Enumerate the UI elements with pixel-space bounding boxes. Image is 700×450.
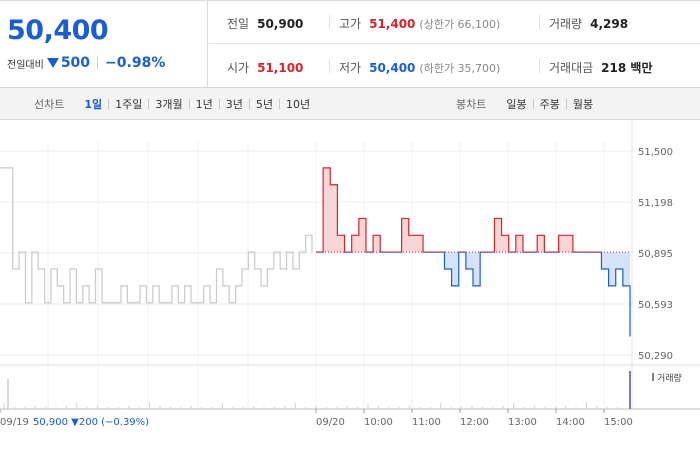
period-3m[interactable]: 3개월 <box>155 98 183 111</box>
trade-value: 218 백만 <box>601 61 653 75</box>
stat-low: 저가 50,400 (하한가 35,700) <box>339 59 500 76</box>
y-tick-label: 51,198 <box>638 198 673 209</box>
today-down-line <box>316 252 631 337</box>
x-tick-label: 14:00 <box>556 417 585 428</box>
low-label: 저가 <box>339 61 362 75</box>
x-tick-label: 15:00 <box>604 417 633 428</box>
divider <box>188 99 190 109</box>
current-price: 50,400 <box>7 15 109 46</box>
volume-value: 4,298 <box>590 16 629 31</box>
candle-daily[interactable]: 일봉 <box>506 98 527 111</box>
high-value: 51,400 <box>369 16 416 31</box>
current-price-box: 50,400 전일대비 500 −0.98% <box>0 1 208 88</box>
x-tick-label: 12:00 <box>460 417 489 428</box>
price-chart-svg: 51,500 51,198 50,895 50,593 50,290 거래량 09/19 09… <box>0 121 700 428</box>
period-1w[interactable]: 1주일 <box>115 98 143 111</box>
prev-close-value: 50,900 <box>257 16 304 31</box>
stat-row-2: 시가 51,100 저가 50,400 (하한가 35,700) 거래대금 21… <box>209 45 700 88</box>
change-row: 전일대비 500 −0.98% <box>7 55 165 71</box>
divider <box>329 59 330 73</box>
divider <box>218 99 220 109</box>
period-10y[interactable]: 10년 <box>286 98 311 111</box>
today-up-line <box>316 167 603 253</box>
change-amount: 500 <box>60 55 91 71</box>
chart-toolbar: 선차트 1일 1주일 3개월 1년 3년 5년 10년 봉차트 일봉 주봉 월봉 <box>0 88 700 120</box>
divider <box>279 99 281 109</box>
lower-limit: (하한가 35,700) <box>419 61 501 75</box>
x-tick-label: 13:00 <box>508 417 537 428</box>
x-tick-label: 11:00 <box>412 417 441 428</box>
quote-stats: 전일 50,900 고가 51,400 (상한가 66,100) 거래량 4,2… <box>209 1 700 88</box>
divider <box>565 99 567 109</box>
candle-weekly[interactable]: 주봉 <box>539 98 560 111</box>
today-down-area <box>444 252 630 337</box>
volume-label: 거래량 <box>549 17 583 31</box>
y-tick-label: 50,290 <box>638 351 673 362</box>
divider <box>108 99 110 109</box>
upper-limit: (상한가 66,100) <box>419 17 501 31</box>
period-3y[interactable]: 3년 <box>225 98 243 111</box>
open-value: 51,100 <box>257 60 304 75</box>
x-tick-label: 09/19 <box>0 417 29 428</box>
volume-legend-swatch <box>652 373 654 381</box>
candle-chart-label: 봉차트 <box>456 98 487 111</box>
low-value: 50,400 <box>369 60 416 75</box>
change-rate: −0.98% <box>105 55 166 71</box>
period-1y[interactable]: 1년 <box>195 98 213 111</box>
stock-quote-panel: 50,400 전일대비 500 −0.98% 전일 50,900 고가 51,4… <box>0 0 700 88</box>
divider <box>97 57 99 69</box>
stat-prev-close: 전일 50,900 <box>227 15 303 32</box>
stat-open: 시가 51,100 <box>227 59 303 76</box>
down-triangle-icon <box>46 58 59 68</box>
open-label: 시가 <box>227 61 250 75</box>
period-1d[interactable]: 1일 <box>84 98 103 111</box>
candle-chart-periods: 봉차트 일봉 주봉 월봉 <box>456 88 599 120</box>
divider <box>248 99 250 109</box>
stat-high: 고가 51,400 (상한가 66,100) <box>339 15 500 32</box>
divider <box>539 59 540 73</box>
divider <box>539 15 540 29</box>
divider <box>148 99 150 109</box>
line-chart-periods: 선차트 1일 1주일 3개월 1년 3년 5년 10년 <box>34 88 316 120</box>
period-5y[interactable]: 5년 <box>255 98 274 111</box>
prev-day-note: 50,900 ▼200 (−0.39%) <box>33 417 149 428</box>
high-label: 고가 <box>339 17 362 31</box>
prev-day-line <box>0 167 313 304</box>
line-chart-label: 선차트 <box>34 98 65 111</box>
x-tick-label: 09/20 <box>316 417 345 428</box>
y-tick-label: 50,593 <box>638 300 673 311</box>
candle-monthly[interactable]: 월봉 <box>572 98 594 111</box>
x-tick-label: 10:00 <box>364 417 393 428</box>
stat-row-1: 전일 50,900 고가 51,400 (상한가 66,100) 거래량 4,2… <box>209 1 700 44</box>
divider <box>329 15 330 29</box>
trade-value-label: 거래대금 <box>549 61 594 75</box>
y-tick-label: 50,895 <box>638 249 673 260</box>
stat-trade-value: 거래대금 218 백만 <box>549 59 652 76</box>
prev-close-label: 전일 <box>227 17 250 31</box>
stat-volume: 거래량 4,298 <box>549 15 628 32</box>
price-chart[interactable]: 51,500 51,198 50,895 50,593 50,290 거래량 09/19 09… <box>0 121 700 450</box>
y-tick-label: 51,500 <box>638 147 673 158</box>
change-label: 전일대비 <box>7 59 44 71</box>
divider <box>532 99 534 109</box>
volume-legend: 거래량 <box>657 372 682 384</box>
